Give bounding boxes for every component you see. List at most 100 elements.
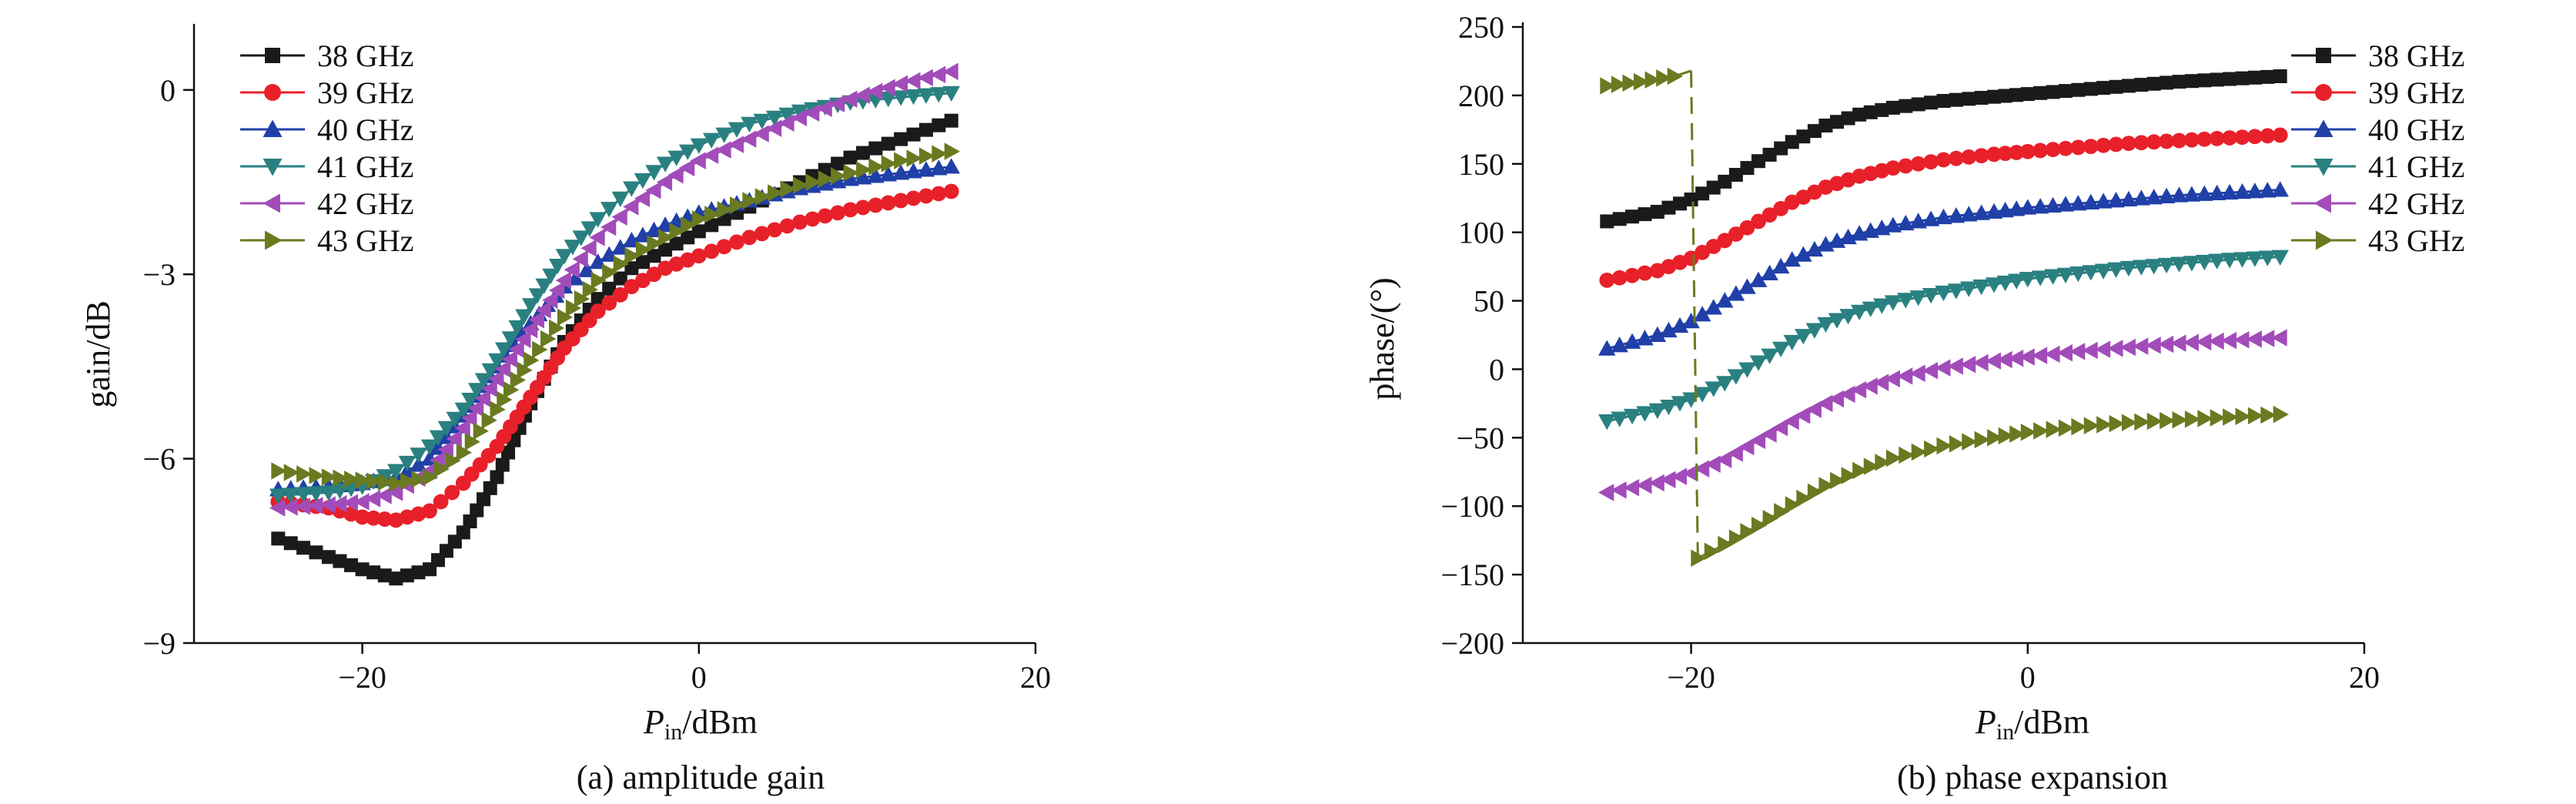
gain-series-42-ghz-marker — [634, 189, 650, 208]
phase-series-43-ghz-marker — [2260, 406, 2277, 424]
gain-series-43-ghz-marker — [456, 444, 473, 461]
gain-series-41-ghz-marker — [623, 181, 641, 197]
phase-series-43-ghz-marker — [2009, 425, 2026, 443]
phase-series-40-ghz-marker — [1972, 204, 1990, 220]
phase-series-40-ghz-marker — [1884, 216, 1902, 233]
phase-series-39-ghz-marker — [2260, 128, 2276, 144]
gain-series-41-ghz-marker — [528, 288, 547, 304]
phase-series-43-ghz-marker — [1818, 477, 1835, 494]
phase-series-38-ghz-marker — [1885, 100, 1900, 115]
gain-x-axis-label-sub: in — [664, 719, 682, 745]
phase-series-38-ghz-marker — [1987, 89, 2002, 104]
phase-y-tick-label: −100 — [1440, 489, 1504, 524]
phase-x-axis-label-sub: in — [1996, 719, 2014, 745]
phase-series-38-ghz-marker — [1924, 95, 1939, 110]
phase-series-42-ghz-marker — [2157, 335, 2174, 353]
gain-x-axis-label-unit: /dBm — [682, 703, 758, 741]
phase-series-42-ghz-marker — [2119, 338, 2136, 357]
phase-series-43-ghz-marker — [2121, 414, 2138, 432]
phase-series-40-ghz-marker — [1922, 210, 1940, 226]
gain-legend-entry-38-ghz: 38 GHz — [240, 39, 414, 73]
phase-series-38-ghz-marker — [1818, 119, 1833, 132]
phase-series-41-ghz-marker — [2107, 262, 2125, 278]
phase-series-42-ghz-marker — [2056, 343, 2073, 362]
phase-series-41-ghz-marker — [2208, 253, 2226, 270]
phase-series-40-ghz-marker — [1660, 321, 1678, 338]
gain-legend-entry-42-ghz: 42 GHz — [240, 186, 414, 221]
gain-series-41-ghz-marker — [572, 230, 590, 246]
phase-series-42-ghz-marker — [1660, 471, 1676, 489]
phase-series-43-ghz-marker — [1762, 509, 1778, 528]
gain-series-38-ghz-marker — [411, 565, 426, 580]
phase-series-38-ghz-marker — [1600, 214, 1614, 229]
gain-series-38-ghz-marker — [389, 571, 403, 586]
phase-series-43-ghz-marker — [1656, 69, 1672, 87]
phase-series-41-ghz-marker — [1935, 285, 1952, 302]
phase-series-marks — [1598, 67, 2289, 568]
phase-series-42-ghz-marker — [1716, 451, 1732, 469]
phase-series-42-ghz-marker — [2019, 348, 2035, 366]
phase-series-38-ghz-marker — [1718, 174, 1732, 189]
gain-series-43-ghz-marker — [366, 472, 383, 491]
phase-series-38-ghz-marker — [1841, 111, 1855, 126]
phase-series-43-ghz — [1600, 67, 2289, 568]
phase-series-39-ghz-marker — [2083, 139, 2099, 155]
phase-series-39-ghz-marker — [1973, 148, 1989, 164]
phase-series-42-ghz-marker — [1611, 481, 1627, 499]
phase-series-42-ghz-marker — [1996, 350, 2012, 369]
phase-series-41-ghz-marker — [2259, 250, 2277, 266]
gain-series-41-ghz-marker — [656, 156, 674, 173]
phase-series-40-ghz-marker — [2233, 183, 2251, 199]
phase-legend-entry-41-ghz: 41 GHz — [2291, 149, 2465, 184]
gain-series-43-ghz-marker — [754, 188, 771, 206]
gain-legend-marker — [263, 193, 280, 213]
gain-series-38-ghz-marker — [309, 545, 323, 560]
gain-series-39-ghz-marker — [918, 188, 934, 204]
gain-x-tick-label: −20 — [338, 660, 386, 695]
phase-series-41-ghz-marker — [2145, 259, 2163, 275]
phase-series-42-ghz-marker — [1738, 437, 1755, 456]
phase-series-39-ghz-marker — [1624, 267, 1640, 283]
gain-y-tick-label: 0 — [160, 73, 176, 108]
phase-series-40-ghz-marker — [1648, 326, 1667, 342]
gain-series-41-ghz-marker — [446, 411, 464, 427]
phase-series-40-ghz-marker — [1897, 214, 1915, 231]
phase-series-38-ghz-marker — [2146, 76, 2161, 91]
gain-series-38-ghz-marker — [681, 230, 695, 245]
phase-series-43-ghz-marker — [2159, 411, 2176, 430]
phase-series-42-ghz-marker — [1598, 484, 1614, 501]
phase-series-39-ghz-marker — [1683, 250, 1699, 266]
phase-series-43-ghz-marker — [2046, 420, 2062, 438]
phase-legend-marker — [2316, 48, 2331, 63]
gain-series-41-ghz-marker — [905, 89, 922, 106]
gain-series-38-ghz-marker — [613, 271, 627, 286]
phase-series-42-ghz-marker — [1922, 361, 1939, 380]
gain-series-39-ghz-marker — [767, 222, 783, 238]
phase-series-42-ghz-marker — [1985, 352, 2002, 370]
phase-series-43-ghz-marker — [2184, 410, 2201, 428]
gain-series-38-ghz-marker — [463, 514, 477, 528]
gain-series-42-ghz-marker — [917, 69, 933, 87]
gain-series-42-ghz-marker — [269, 499, 286, 517]
phase-x-axis-label: Pin/dBm — [1975, 703, 2089, 745]
gain-series-39-ghz-marker — [646, 266, 662, 283]
gain-legend-marker — [263, 159, 283, 176]
phase-series-39-ghz-marker — [1728, 226, 1744, 242]
phase-series-43-ghz-marker — [2197, 410, 2213, 427]
phase-series-39-ghz-marker — [1935, 152, 1952, 168]
gain-series-41-ghz-marker — [508, 320, 526, 337]
phase-series-41-ghz-marker — [2170, 256, 2188, 273]
phase-series-43-ghz-marker — [1830, 471, 1846, 490]
phase-series-40-ghz-marker — [2220, 183, 2239, 200]
phase-series-40-ghz-marker — [2082, 193, 2100, 209]
phase-series-40-ghz-marker — [2259, 182, 2277, 198]
gain-x-tick-label: 20 — [1020, 660, 1051, 695]
gain-series-43-ghz-marker — [944, 142, 960, 160]
phase-series-38-ghz-marker — [1661, 200, 1676, 215]
phase-series-43-ghz-marker — [2235, 407, 2251, 426]
phase-series-38-ghz-marker — [2020, 87, 2035, 102]
gain-series-42-ghz-marker — [376, 487, 392, 504]
gain-series-41-ghz-marker — [548, 259, 567, 275]
